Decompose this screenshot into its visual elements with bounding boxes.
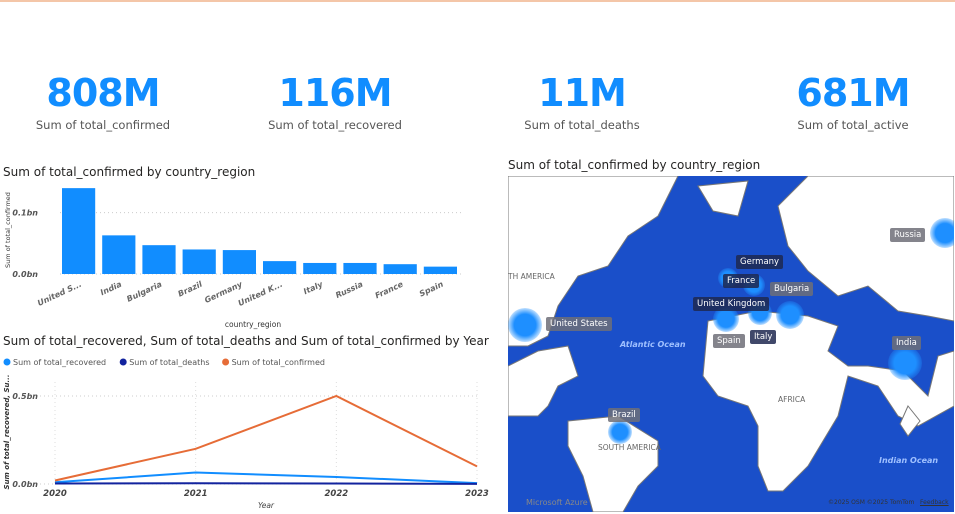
- bar-3: [182, 249, 216, 274]
- kpi-value: 808M: [46, 71, 160, 115]
- top-border: [0, 0, 955, 2]
- kpi-card-active[interactable]: 681M Sum of total_active: [753, 70, 953, 132]
- map-label-india[interactable]: India: [892, 336, 921, 350]
- kpi-value: 116M: [278, 71, 392, 115]
- series-line-0: [54, 471, 478, 485]
- map-label-italy[interactable]: Italy: [750, 330, 777, 344]
- bar-6: [303, 262, 337, 274]
- bar-0: [62, 188, 96, 274]
- line-chart[interactable]: Sum of total_recovered Sum of total_death…: [0, 352, 500, 514]
- bubble-brazil[interactable]: [608, 420, 632, 444]
- kpi-card-recovered[interactable]: 116M Sum of total_recovered: [235, 70, 435, 132]
- x-tick-label: 2022: [324, 489, 348, 499]
- map-label-russia[interactable]: Russia: [890, 228, 926, 242]
- map-label-brazil[interactable]: Brazil: [608, 408, 640, 422]
- x-tick-label: India: [99, 280, 123, 298]
- ocean-label: Indian Ocean: [879, 456, 939, 465]
- bubble-bulgaria[interactable]: [776, 301, 804, 329]
- map-label-france[interactable]: France: [723, 274, 760, 288]
- ocean-label: Atlantic Ocean: [620, 340, 686, 349]
- bubble-russia[interactable]: [930, 218, 954, 248]
- bar-1: [102, 235, 136, 274]
- kpi-label: Sum of total_deaths: [524, 118, 640, 132]
- region-label: AFRICA: [778, 395, 806, 404]
- bar-chart-title: Sum of total_confirmed by country_region: [3, 165, 256, 179]
- microsoft-azure-logo: Microsoft Azure: [526, 498, 588, 507]
- region-label: TH AMERICA: [508, 272, 555, 281]
- y-tick-label: 0.0bn: [12, 270, 38, 279]
- kpi-value: 11M: [538, 71, 627, 115]
- kpi-card-confirmed[interactable]: 808M Sum of total_confirmed: [3, 70, 203, 132]
- x-tick-label: Bulgaria: [125, 280, 163, 304]
- map-visual[interactable]: Russia Germany France Bulgaria United Ki…: [508, 176, 954, 512]
- x-tick-label: Brazil: [177, 280, 204, 299]
- y-tick-label: 0.0bn: [12, 480, 38, 489]
- x-tick-label: 2023: [465, 489, 489, 499]
- y-tick-label: 0.5bn: [12, 392, 38, 401]
- x-axis-label: country_region: [225, 320, 281, 329]
- line-chart-title: Sum of total_recovered, Sum of total_dea…: [3, 334, 489, 348]
- map-label-bulgaria[interactable]: Bulgaria: [770, 282, 814, 296]
- x-tick-label: 2020: [43, 489, 67, 499]
- legend-marker: [119, 358, 127, 366]
- map-land: [508, 176, 954, 512]
- map-title: Sum of total_confirmed by country_region: [508, 158, 761, 172]
- feedback-link[interactable]: Feedback: [920, 499, 949, 506]
- bar-2: [142, 245, 176, 274]
- bar-4: [222, 250, 256, 274]
- map-label-germany[interactable]: Germany: [736, 255, 784, 269]
- x-axis-label: Year: [258, 501, 275, 510]
- legend-marker: [222, 358, 230, 366]
- x-tick-label: United S...: [36, 280, 83, 308]
- x-tick-label: Russia: [334, 280, 364, 300]
- legend-marker: [3, 358, 11, 366]
- map-label-united-states[interactable]: United States: [546, 317, 612, 331]
- series-line-2: [54, 394, 478, 482]
- bar-9: [423, 266, 457, 274]
- bar-8: [383, 264, 417, 274]
- x-tick-label: Spain: [418, 280, 445, 299]
- kpi-label: Sum of total_recovered: [268, 118, 402, 132]
- map-label-united-kingdom[interactable]: United Kingdom: [693, 297, 770, 311]
- y-tick-label: 0.1bn: [12, 209, 38, 218]
- region-label: SOUTH AMERICA: [598, 443, 661, 452]
- bar-7: [343, 262, 377, 274]
- series-line-1: [54, 482, 478, 485]
- kpi-label: Sum of total_active: [797, 118, 909, 132]
- y-axis-label: Sum of total_confirmed: [4, 192, 12, 268]
- kpi-card-deaths[interactable]: 11M Sum of total_deaths: [482, 70, 682, 132]
- x-tick-label: 2021: [184, 489, 208, 499]
- x-tick-label: France: [374, 279, 405, 300]
- legend-label: Sum of total_recovered: [13, 358, 106, 367]
- map-attribution: ©2025 OSM ©2025 TomTom: [828, 499, 915, 506]
- kpi-value: 681M: [796, 71, 910, 115]
- legend-label: Sum of total_deaths: [129, 358, 209, 367]
- y-axis-label: Sum of total_recovered, Su...: [3, 375, 11, 490]
- x-tick-label: Italy: [302, 279, 325, 296]
- legend-label: Sum of total_confirmed: [232, 358, 325, 367]
- x-tick-label: United K...: [237, 280, 284, 308]
- map-label-spain[interactable]: Spain: [713, 334, 745, 348]
- bubble-india[interactable]: [888, 346, 922, 380]
- bar-5: [263, 261, 297, 274]
- bubble-united-states[interactable]: [508, 308, 542, 342]
- kpi-label: Sum of total_confirmed: [35, 118, 171, 132]
